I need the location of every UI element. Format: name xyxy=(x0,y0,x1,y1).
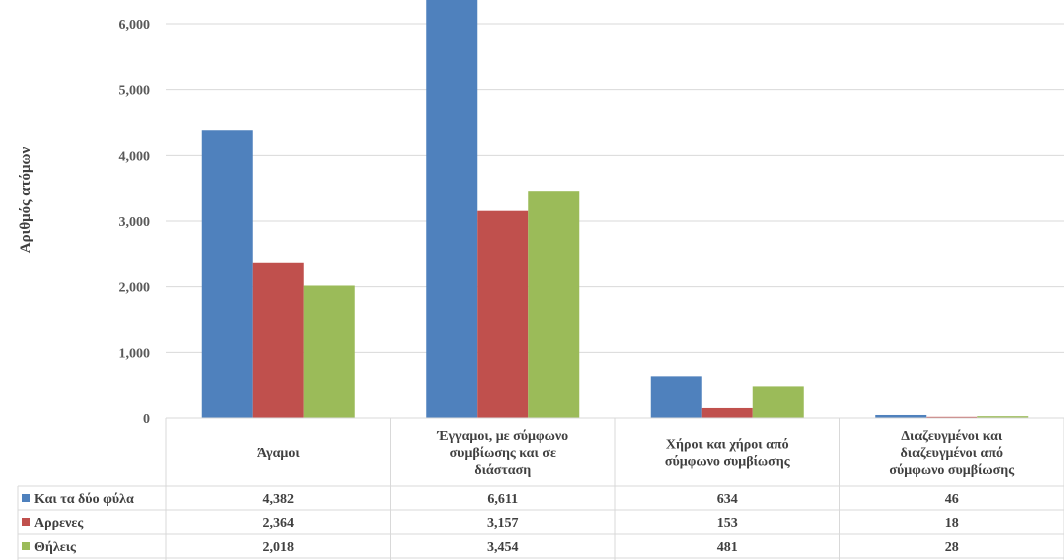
bar xyxy=(252,262,304,418)
data-label: 6,611 xyxy=(487,492,518,507)
data-label: 46 xyxy=(945,492,959,507)
y-tick-label: 6,000 xyxy=(119,18,151,33)
data-label: 4,382 xyxy=(263,492,295,507)
bar xyxy=(701,407,753,418)
category-label: Έγγαμοι, με σύμφωνο συμβίωσης και σε διάστ… xyxy=(436,429,568,478)
y-tick-label: 1,000 xyxy=(119,346,151,361)
bar xyxy=(426,0,478,418)
data-label: 2,018 xyxy=(263,540,295,555)
data-label: 481 xyxy=(717,540,738,555)
bar xyxy=(650,376,702,418)
legend-key xyxy=(22,542,30,550)
data-label: 2,364 xyxy=(263,516,295,531)
data-label: 634 xyxy=(717,492,738,507)
bar xyxy=(477,210,529,418)
data-label: 3,454 xyxy=(487,540,519,555)
bar xyxy=(977,416,1029,418)
category-label: Άγαμοι xyxy=(257,446,301,461)
bar xyxy=(752,386,804,418)
y-tick-label: 0 xyxy=(143,412,150,427)
y-tick-label: 3,000 xyxy=(119,215,151,230)
legend-key xyxy=(22,518,30,526)
bar xyxy=(201,130,253,418)
y-axis-label: Αριθμός ατόμων xyxy=(18,147,34,254)
bar xyxy=(303,285,355,418)
category-label: Διαζευγμένοι και διαζευγμένοι από σύμφωνο … xyxy=(889,429,1015,478)
data-label: 28 xyxy=(945,540,959,555)
bar xyxy=(875,414,927,418)
category-label: Χήροι και χήροι από σύμφωνο συμβίωσης xyxy=(665,438,791,470)
bar xyxy=(528,191,580,418)
data-label: 18 xyxy=(945,516,959,531)
series-name: Θήλεις xyxy=(34,540,77,555)
bar xyxy=(926,416,978,418)
legend-key xyxy=(22,494,30,502)
y-tick-label: 2,000 xyxy=(119,281,151,296)
y-tick-label: 4,000 xyxy=(119,149,151,164)
y-tick-label: 5,000 xyxy=(119,84,151,99)
series-name: Και τα δύο φύλα xyxy=(34,492,134,507)
series-name: Αρρενες xyxy=(34,516,84,531)
data-label: 153 xyxy=(717,516,738,531)
data-label: 3,157 xyxy=(487,516,519,531)
